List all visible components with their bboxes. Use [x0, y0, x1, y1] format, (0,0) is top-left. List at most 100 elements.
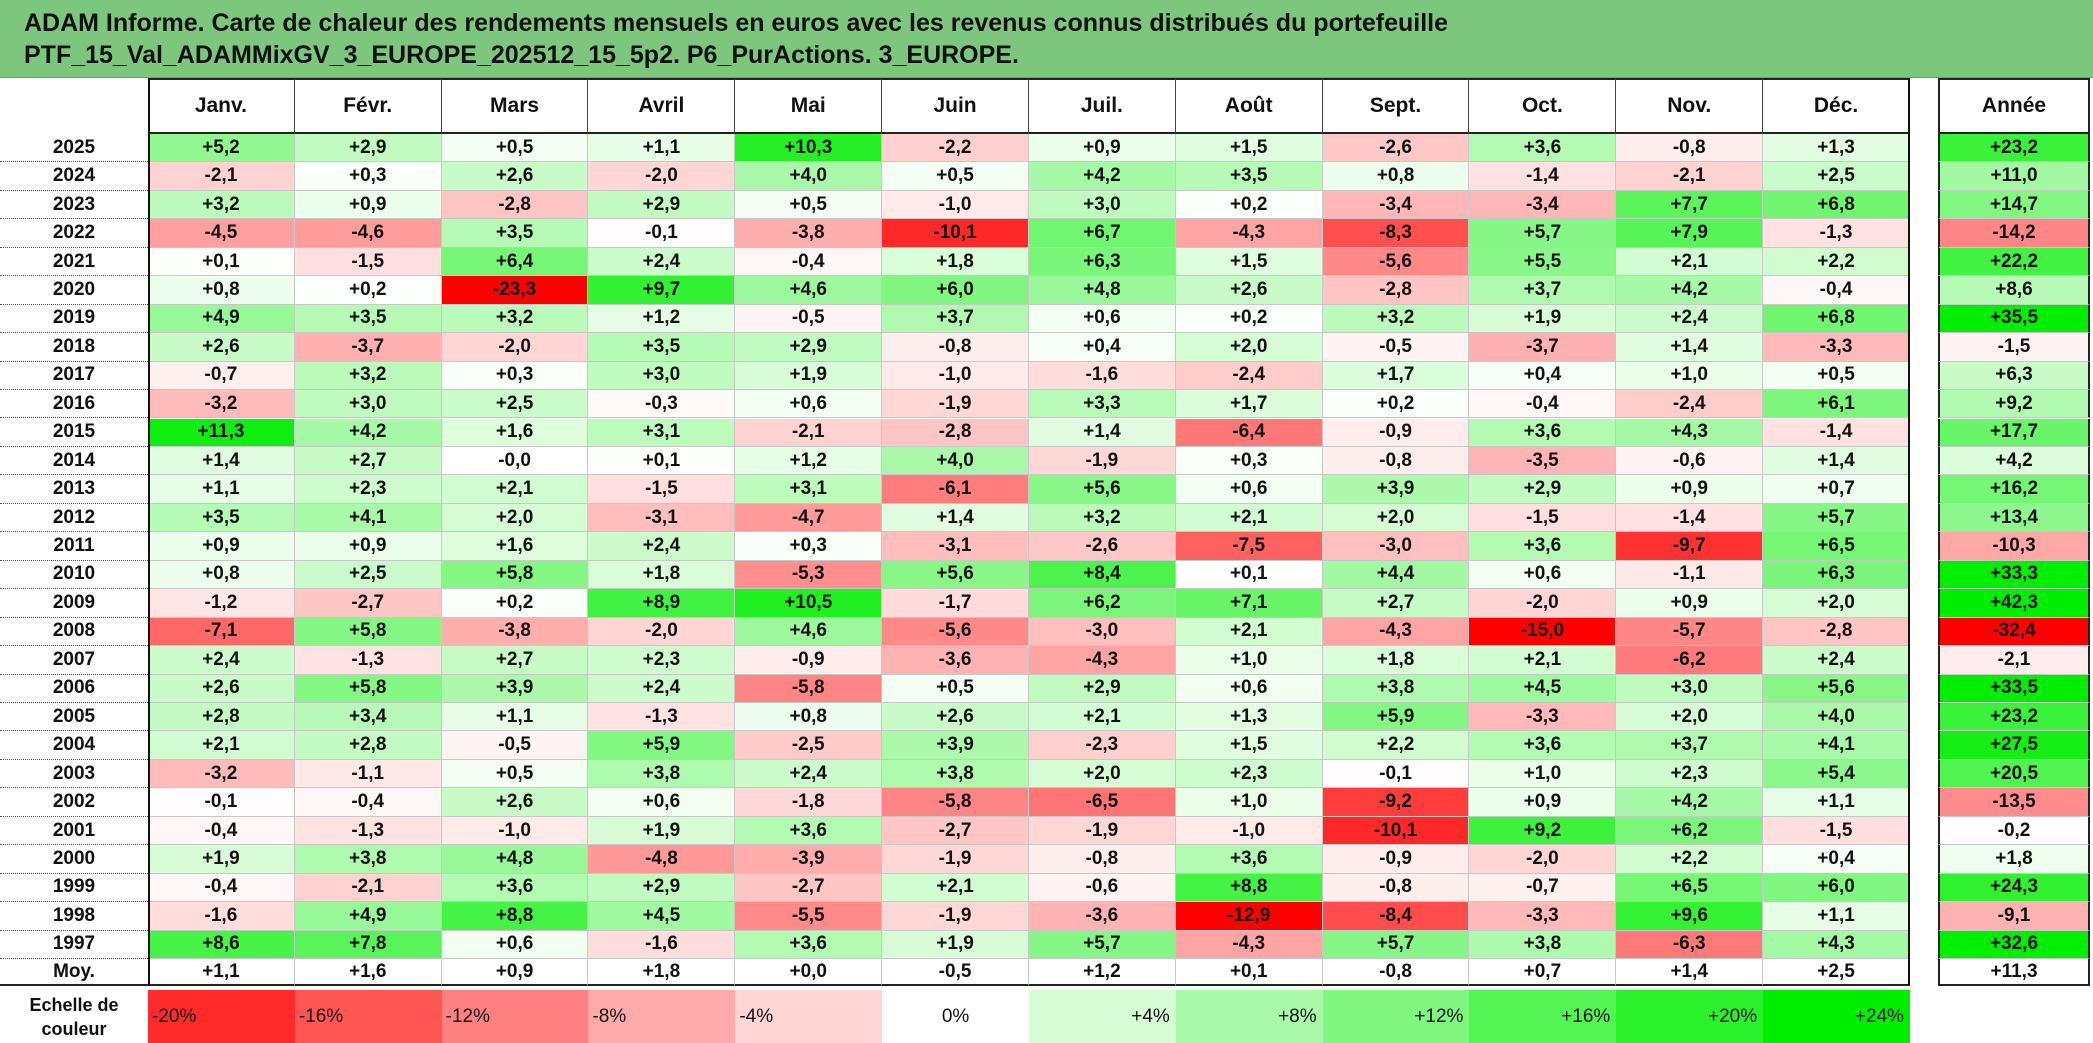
heat-cell: +0,1 — [1175, 560, 1323, 590]
row-year-label: 2010 — [0, 560, 148, 590]
heat-cell: +2,6 — [882, 703, 1029, 732]
heat-cell: +0,2 — [1322, 390, 1470, 419]
month-header: Janv. — [148, 78, 295, 134]
row-year-label: 2002 — [0, 788, 148, 817]
heat-cell: -0,9 — [735, 646, 883, 675]
heat-cell: +5,8 — [441, 560, 589, 590]
heat-cell: +0,2 — [294, 276, 442, 305]
annual-cell: -2,1 — [1938, 646, 2090, 675]
heat-cell: -6,2 — [1616, 646, 1764, 675]
heat-cell: +0,1 — [588, 446, 736, 476]
heat-cell: +0,4 — [1469, 361, 1617, 391]
heat-cell: +3,0 — [588, 361, 736, 391]
heat-cell: +2,6 — [441, 162, 589, 191]
heat-cell: +8,8 — [1175, 873, 1323, 903]
heat-cell: +3,5 — [148, 503, 295, 533]
heat-cell: +7,8 — [294, 930, 442, 960]
heat-cell: +0,7 — [1763, 475, 1910, 504]
title-line-1: ADAM Informe. Carte de chaleur des rende… — [24, 9, 1449, 37]
average-label: Moy. — [0, 959, 148, 987]
heat-cell: -3,3 — [1469, 902, 1617, 931]
heat-cell: -2,7 — [294, 589, 442, 618]
heat-cell: +3,6 — [441, 873, 589, 903]
heat-cell: -1,0 — [441, 816, 589, 846]
month-header: Avril — [588, 78, 736, 134]
heat-cell: +1,7 — [1175, 390, 1323, 419]
grid-frame-line — [1907, 78, 1910, 987]
heat-cell: +4,0 — [1763, 703, 1910, 732]
heat-cell: -0,6 — [1616, 446, 1764, 476]
heat-cell: +5,6 — [1763, 674, 1910, 703]
heat-cell: +3,6 — [1469, 532, 1617, 561]
heat-cell: +0,6 — [1175, 674, 1323, 703]
heat-cell: +1,1 — [1763, 788, 1910, 817]
heat-cell: -3,5 — [1469, 446, 1617, 476]
heat-cell: +10,3 — [735, 134, 883, 163]
month-header: Févr. — [294, 78, 442, 134]
heat-cell: -2,0 — [441, 333, 589, 362]
average-cell: +1,8 — [588, 959, 736, 987]
heat-cell: -2,8 — [1322, 276, 1470, 305]
heat-cell: -5,8 — [735, 674, 883, 703]
heat-cell: +0,3 — [441, 361, 589, 391]
heat-cell: +0,9 — [1469, 788, 1617, 817]
heat-cell: +3,6 — [735, 930, 883, 960]
annual-cell: +32,6 — [1938, 930, 2090, 960]
heat-cell: +3,1 — [588, 418, 736, 447]
heat-cell: +6,0 — [1763, 873, 1910, 903]
average-cell: +0,1 — [1175, 959, 1323, 987]
heat-cell: +3,8 — [1322, 674, 1470, 703]
row-year-label: 2015 — [0, 418, 148, 447]
heat-cell: -0,5 — [735, 304, 883, 334]
heat-cell: -2,5 — [735, 731, 883, 760]
heat-cell: +5,6 — [1028, 475, 1176, 504]
heat-cell: +2,4 — [588, 674, 736, 703]
heat-cell: +2,4 — [148, 646, 295, 675]
heat-cell: +0,3 — [735, 532, 883, 561]
heat-cell: -2,6 — [1028, 532, 1176, 561]
heat-cell: +3,6 — [735, 816, 883, 846]
heat-cell: +1,8 — [588, 560, 736, 590]
heat-cell: +0,9 — [294, 532, 442, 561]
heat-cell: -3,9 — [735, 845, 883, 874]
annual-cell: -13,5 — [1938, 788, 2090, 817]
heat-cell: -1,0 — [1175, 816, 1323, 846]
heat-cell: +2,5 — [441, 390, 589, 419]
color-scale-step: +8% — [1175, 990, 1323, 1043]
heat-cell: -1,7 — [882, 589, 1029, 618]
heat-cell: +4,8 — [1028, 276, 1176, 305]
heat-cell: +0,8 — [735, 703, 883, 732]
heat-cell: +9,2 — [1469, 816, 1617, 846]
heat-cell: +4,6 — [735, 276, 883, 305]
heat-cell: +1,1 — [1763, 902, 1910, 931]
row-year-label: 2006 — [0, 674, 148, 703]
heat-cell: +0,2 — [441, 589, 589, 618]
heat-cell: +0,5 — [441, 134, 589, 163]
annual-cell: +4,2 — [1938, 446, 2090, 476]
heat-cell: +0,6 — [441, 930, 589, 960]
heat-cell: +0,4 — [1028, 333, 1176, 362]
heat-cell: +1,9 — [1469, 304, 1617, 334]
color-scale-step: +12% — [1322, 990, 1470, 1043]
heat-cell: +8,4 — [1028, 560, 1176, 590]
heat-cell: +4,1 — [1763, 731, 1910, 760]
title-bar: ADAM Informe. Carte de chaleur des rende… — [0, 0, 2093, 78]
heat-cell: +4,3 — [1763, 930, 1910, 960]
average-cell: +1,6 — [294, 959, 442, 987]
heat-cell: +5,7 — [1028, 930, 1176, 960]
heat-cell: -0,5 — [441, 731, 589, 760]
heat-cell: -1,6 — [588, 930, 736, 960]
heat-cell: -3,8 — [735, 219, 883, 248]
row-year-label: 1997 — [0, 930, 148, 960]
annual-cell: +9,2 — [1938, 390, 2090, 419]
heat-cell: +6,2 — [1028, 589, 1176, 618]
heat-cell: +2,6 — [148, 333, 295, 362]
annual-cell: +27,5 — [1938, 731, 2090, 760]
heat-cell: +2,8 — [294, 731, 442, 760]
heat-cell: +5,7 — [1469, 219, 1617, 248]
heat-cell: +0,9 — [294, 190, 442, 220]
month-header: Nov. — [1616, 78, 1764, 134]
heat-cell: +2,7 — [294, 446, 442, 476]
heat-cell: +2,9 — [588, 190, 736, 220]
heat-cell: +3,2 — [441, 304, 589, 334]
